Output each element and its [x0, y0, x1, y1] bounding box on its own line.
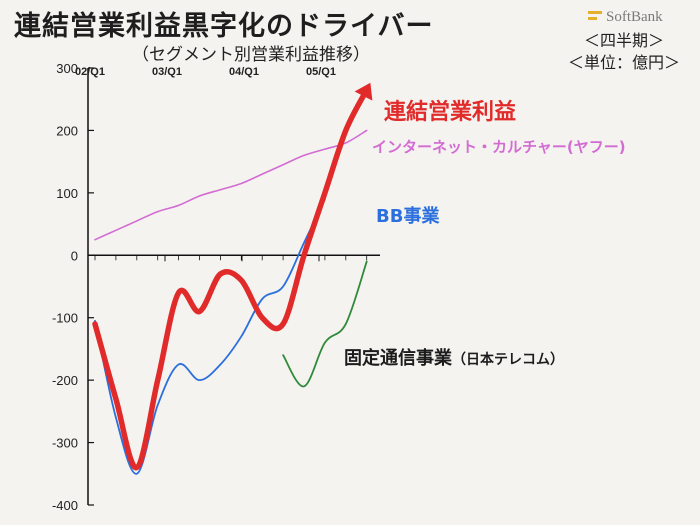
chart-title: 連結営業利益黒字化のドライバー [14, 11, 434, 42]
x-tick-label: 04/Q1 [229, 66, 259, 78]
period-note: ＜四半期＞ [583, 31, 664, 50]
x-tick-label: 02/Q1 [75, 66, 105, 78]
chart-axes: 300 200 100 0 -100 -200 -300 -400 02/Q1 03/Q1 04/Q… [52, 61, 380, 513]
series-line-bb [94, 198, 326, 475]
unit-note: ＜単位：億円＞ [567, 53, 680, 72]
x-tick-label: 03/Q1 [152, 66, 182, 78]
y-tick-label: -100 [52, 311, 78, 326]
series-label-internet: インターネット・カルチャー(ヤフー) [372, 138, 626, 156]
series-line-total [92, 87, 370, 471]
series-line-internet [94, 129, 368, 241]
softbank-logo: SoftBank [588, 8, 688, 32]
y-tick-label: -400 [52, 498, 78, 513]
y-tick-label: 100 [56, 186, 78, 201]
chart-subtitle: （セグメント別営業利益推移） [132, 45, 370, 65]
logo-mark-icon [588, 11, 602, 23]
arrowhead-total [354, 82, 373, 101]
y-tick-label: 200 [56, 123, 78, 138]
y-tick-label: -300 [52, 436, 78, 451]
series-label-fixed-note: （日本テレコム） [452, 352, 564, 368]
logo-text: SoftBank [606, 9, 663, 25]
period-note-box: ＜四半期＞ ＜単位：億円＞ [560, 30, 688, 74]
series-line-fixed [282, 260, 368, 388]
y-tick-label: -200 [52, 373, 78, 388]
series-label-bb: BB事業 [376, 206, 440, 227]
y-tick-label: 0 [71, 248, 78, 263]
x-tick-label: 05/Q1 [306, 66, 336, 78]
series-label-total: 連結営業利益 [384, 100, 517, 125]
series-label-fixed-main: 固定通信事業 [344, 348, 452, 369]
series-label-fixed: 固定通信事業（日本テレコム） [344, 344, 564, 370]
chart-series [92, 82, 373, 475]
y-tick-label: 300 [56, 61, 78, 76]
